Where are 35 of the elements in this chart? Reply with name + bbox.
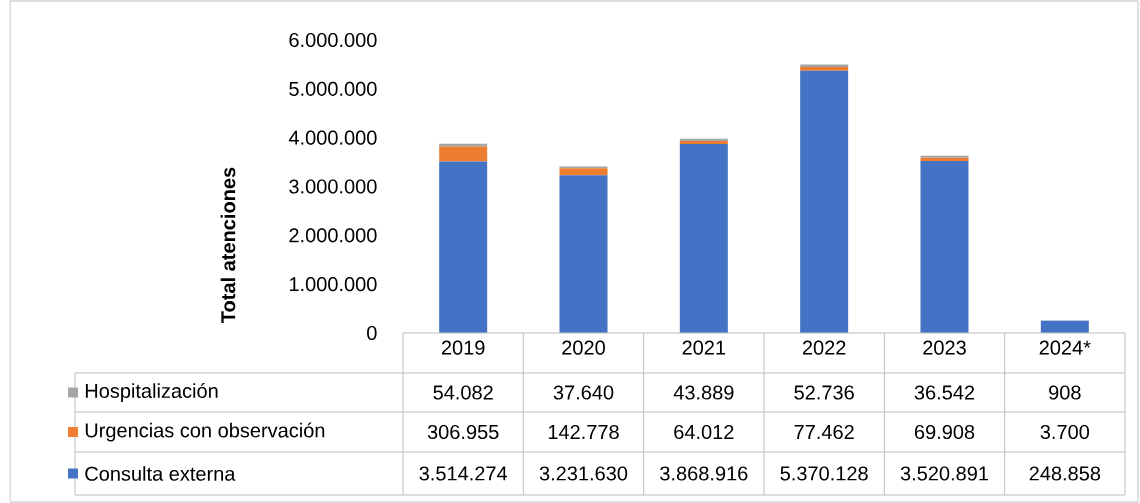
data-label: 3.868.916 — [660, 466, 748, 481]
data-label: 43.889 — [673, 385, 734, 400]
data-label: 54.082 — [433, 385, 493, 400]
data-label: 36.542 — [914, 385, 975, 400]
data-label: 3.231.630 — [539, 466, 628, 481]
y-tick-label: 6.000.000 — [289, 32, 377, 48]
legend-label: Consulta externa — [85, 466, 236, 481]
y-tick-label: 3.000.000 — [289, 179, 377, 194]
data-label: 306.955 — [427, 424, 499, 440]
data-label: 3.514.274 — [419, 466, 508, 481]
data-label: 142.778 — [548, 424, 619, 440]
data-label: 52.736 — [794, 385, 854, 400]
y-axis-title: Total atenciones — [220, 167, 236, 323]
data-label: 5.370.128 — [780, 466, 868, 481]
x-tick-label: 2022 — [802, 340, 846, 355]
data-label: 69.908 — [914, 424, 975, 440]
y-tick-label: 2.000.000 — [289, 228, 377, 243]
x-tick-label: 2020 — [562, 340, 605, 355]
y-tick-label: 4.000.000 — [288, 130, 377, 145]
x-tick-label: 2019 — [441, 340, 485, 355]
y-tick-label: 1.000.000 — [289, 277, 377, 292]
y-tick-label: 0 — [367, 325, 377, 341]
y-tick-label: 5.000.000 — [289, 81, 377, 96]
data-label: 248.858 — [1029, 466, 1101, 481]
data-label: 3.520.891 — [900, 466, 988, 481]
data-label: 64.012 — [674, 424, 734, 440]
x-tick-label: 2024* — [1039, 340, 1091, 355]
x-tick-label: 2023 — [923, 340, 966, 355]
data-label: 3.700 — [1040, 424, 1090, 440]
data-label: 37.640 — [553, 385, 614, 400]
data-label: 77.462 — [794, 424, 854, 440]
data-label: 908 — [1049, 385, 1081, 400]
x-tick-label: 2021 — [682, 340, 726, 355]
legend-label: Urgencias con observación — [85, 422, 325, 442]
legend-label: Hospitalización — [85, 383, 218, 402]
